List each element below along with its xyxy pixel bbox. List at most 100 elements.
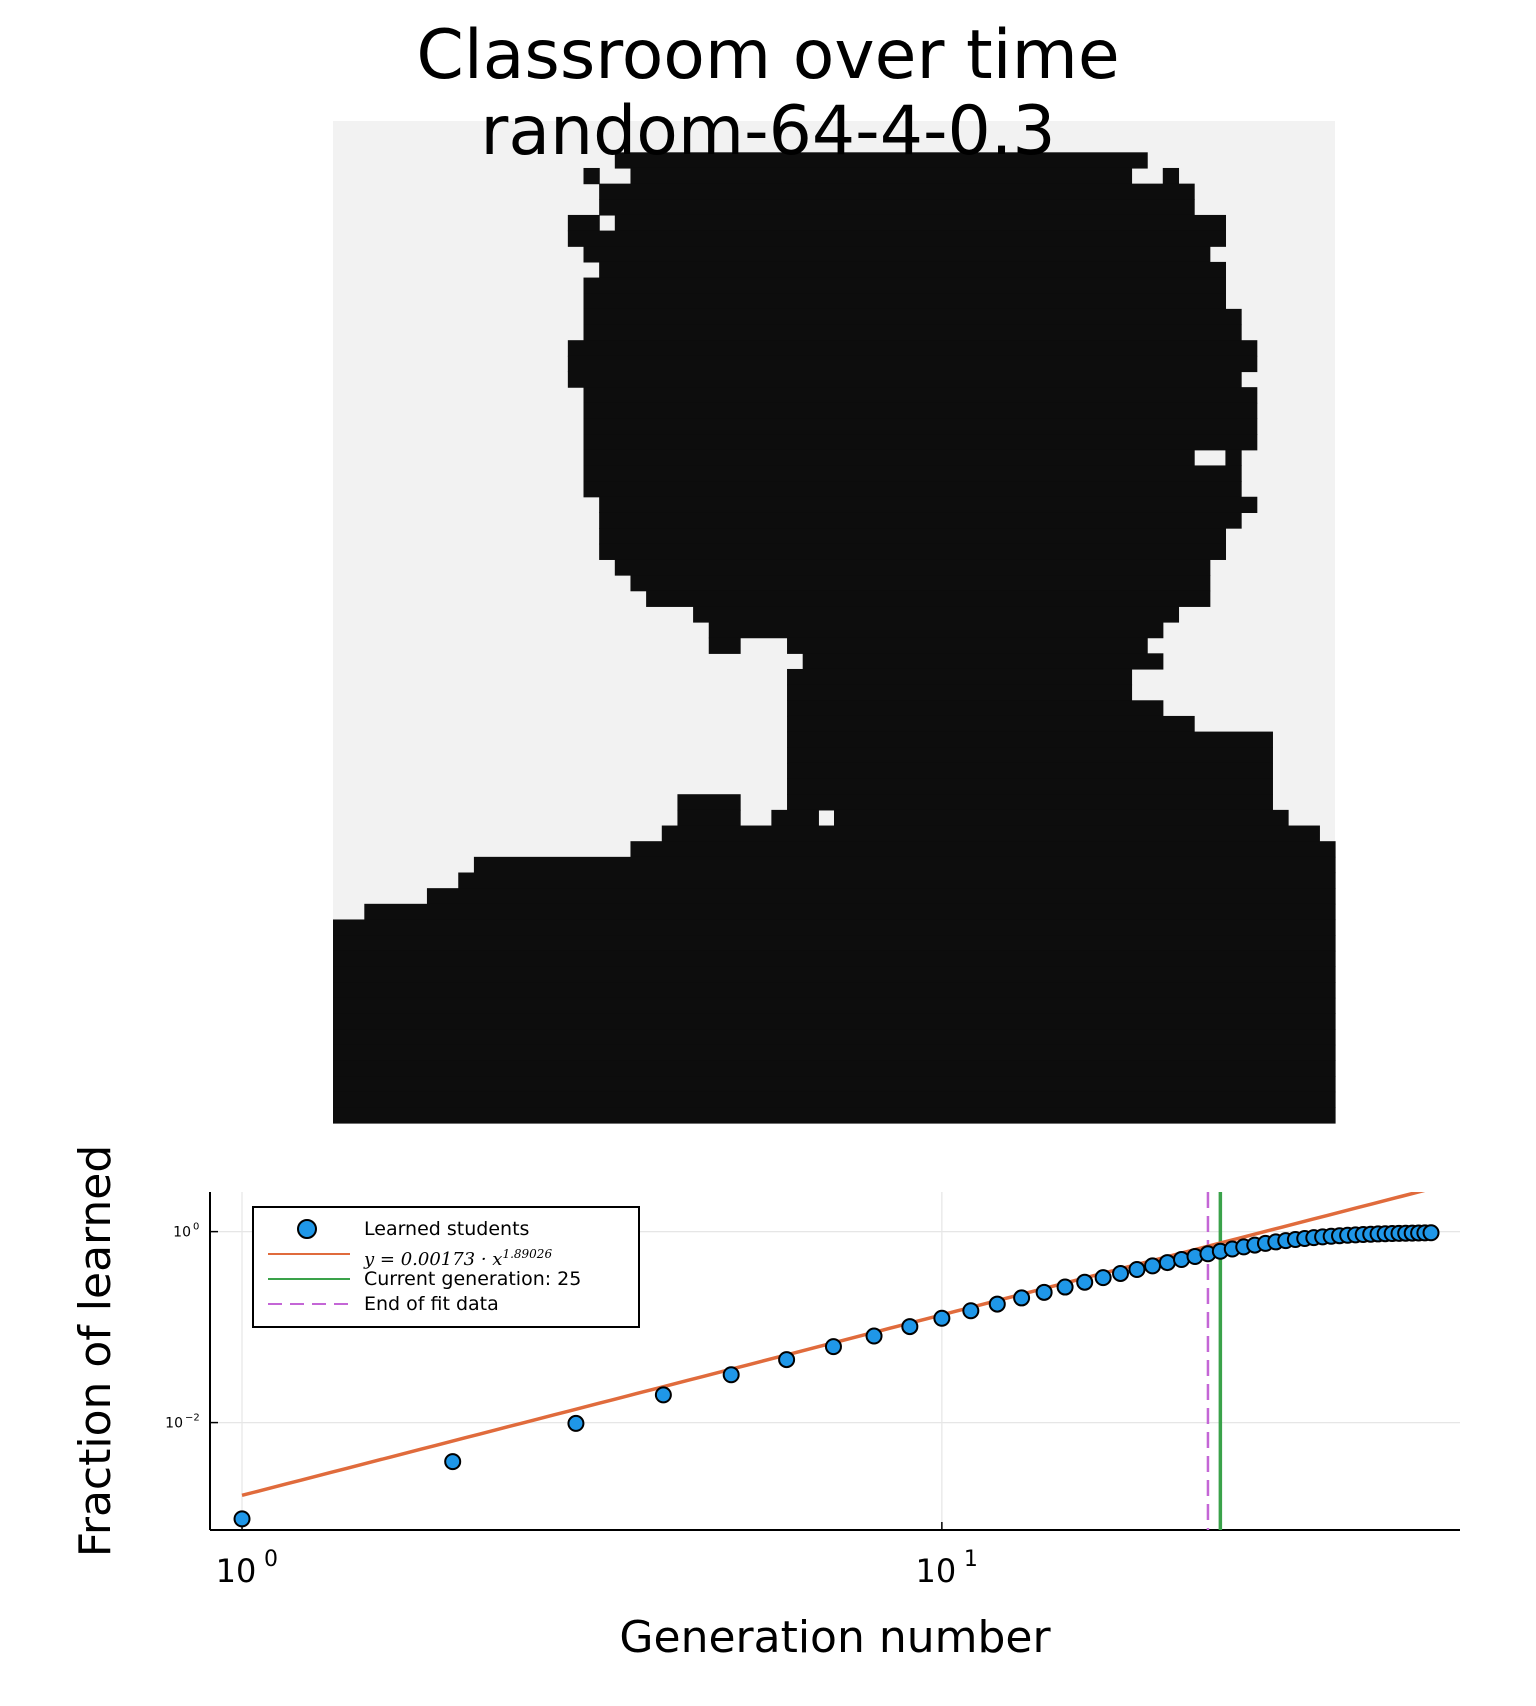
grid-cell-run <box>834 809 1289 827</box>
grid-cell-run <box>567 355 1258 373</box>
grid-cell-run <box>1225 449 1242 467</box>
grid-cell-run <box>333 1044 1336 1061</box>
data-point-learned <box>988 1295 1006 1313</box>
legend-label-learned: Learned students <box>364 1218 530 1240</box>
legend-label-current: Current generation: 25 <box>364 1268 582 1290</box>
data-point-learned <box>1013 1289 1031 1307</box>
data-point-learned <box>722 1366 740 1384</box>
data-point-learned <box>1076 1273 1094 1291</box>
grid-cell-run <box>599 496 1258 514</box>
data-point-learned <box>1422 1224 1440 1242</box>
data-point-learned <box>654 1386 672 1404</box>
grid-cell-run <box>677 809 741 827</box>
grid-cell-run <box>708 622 1164 639</box>
grid-cell-run <box>333 982 1336 999</box>
y-tick-label-exponent: −2 <box>185 1413 200 1424</box>
y-tick-label: 10 <box>165 1416 183 1432</box>
grid-cell-run <box>787 684 1133 701</box>
data-point-learned <box>901 1318 919 1336</box>
grid-cell-run <box>426 888 1336 905</box>
data-point-learned <box>567 1414 585 1432</box>
grid-cell-run <box>567 340 1258 357</box>
grid-cell-run <box>693 606 1180 623</box>
grid-cell-run <box>787 778 1273 795</box>
grid-cell-run <box>630 841 1336 858</box>
data-point-learned <box>1112 1264 1130 1282</box>
grid-cell-run <box>333 950 1336 968</box>
grid-cell-run <box>583 167 600 185</box>
fit-label-lhs: y = 0.00173 · x <box>364 1249 503 1270</box>
data-point-learned <box>1056 1278 1074 1296</box>
data-point-learned <box>1094 1269 1112 1287</box>
grid-cell-run <box>333 1029 1336 1046</box>
grid-cell-run <box>787 700 1164 717</box>
grid-cell-run <box>708 637 741 654</box>
legend-entry-learned: Learned students <box>254 1216 638 1241</box>
grid-cell-run <box>646 590 1211 607</box>
grid-cell-run <box>787 731 1273 748</box>
legend-line-fit <box>268 1253 350 1255</box>
grid-cell-run <box>333 1013 1336 1030</box>
grid-cell-run <box>583 308 1242 326</box>
grid-cell-run <box>364 903 1336 921</box>
grid-cell-run <box>802 653 1164 670</box>
y-axis-label: Fraction of learned <box>70 1145 121 1557</box>
grid-cell-run <box>599 512 1242 529</box>
grid-cell-run <box>473 856 1336 874</box>
grid-cell-run <box>458 872 1336 889</box>
x-tick-label-exponent: 0 <box>264 1547 278 1572</box>
grid-cell-run <box>787 715 1195 733</box>
series-group <box>233 1192 1440 1530</box>
grid-cell-run <box>677 794 741 811</box>
x-axis-label: Generation number <box>619 1612 1051 1663</box>
x-tick-label: 10 <box>216 1552 257 1590</box>
legend-label-endfit: End of fit data <box>364 1293 499 1315</box>
grid-cell-run <box>787 668 1133 686</box>
grid-cell-run <box>787 747 1273 764</box>
grid-cell-run <box>630 575 1211 592</box>
data-point-learned <box>1128 1261 1146 1279</box>
grid-cell-run <box>661 825 1320 842</box>
x-tick-label: 10 <box>916 1552 957 1590</box>
grid-cell-run <box>614 214 1227 232</box>
legend-entry-fit: y = 0.00173 · x1.89026 <box>254 1241 638 1270</box>
grid-cell-run <box>583 293 1227 310</box>
y-tick-label: 10 <box>173 1225 191 1241</box>
data-point-learned <box>865 1327 883 1345</box>
grid-cell-run <box>599 183 1195 200</box>
grid-cell-run <box>583 277 1227 294</box>
plot-legend: Learned students y = 0.00173 · x1.89026 … <box>252 1206 640 1328</box>
grid-cell-run <box>333 919 1336 936</box>
grid-cell-run <box>583 402 1258 420</box>
grid-cell-run <box>599 261 1227 279</box>
data-point-learned <box>933 1309 951 1327</box>
grid-cell-run <box>333 1060 1336 1077</box>
data-point-learned <box>1144 1257 1162 1275</box>
legend-line-endfit <box>268 1303 350 1305</box>
grid-cell-run <box>583 481 1242 498</box>
legend-marker-learned <box>297 1219 317 1239</box>
grid-cell-run <box>583 465 1242 482</box>
grid-cell-run <box>583 246 1211 263</box>
fit-label-exponent: 1.89026 <box>502 1247 553 1261</box>
legend-line-current <box>268 1278 350 1280</box>
grid-cell-run <box>599 199 1195 216</box>
grid-cell-run <box>599 543 1227 560</box>
grid-cell-run <box>583 387 1258 404</box>
y-tick-label-exponent: 0 <box>193 1222 199 1233</box>
grid-cell-run <box>583 449 1195 467</box>
grid-cell-run <box>567 371 1242 388</box>
data-point-learned <box>778 1351 796 1369</box>
grid-cell-run <box>583 434 1258 451</box>
grid-cell-run <box>333 966 1336 983</box>
data-point-learned <box>1158 1254 1176 1272</box>
data-point-learned <box>1173 1250 1191 1268</box>
grid-cell-run <box>333 1076 1336 1093</box>
data-point-learned <box>233 1510 251 1528</box>
grid-cell-run <box>787 637 1148 654</box>
grid-cell-run <box>583 324 1242 341</box>
grid-cell-run <box>787 762 1273 780</box>
grid-cell-run <box>333 997 1336 1015</box>
grid-cell-run <box>333 1107 1336 1124</box>
